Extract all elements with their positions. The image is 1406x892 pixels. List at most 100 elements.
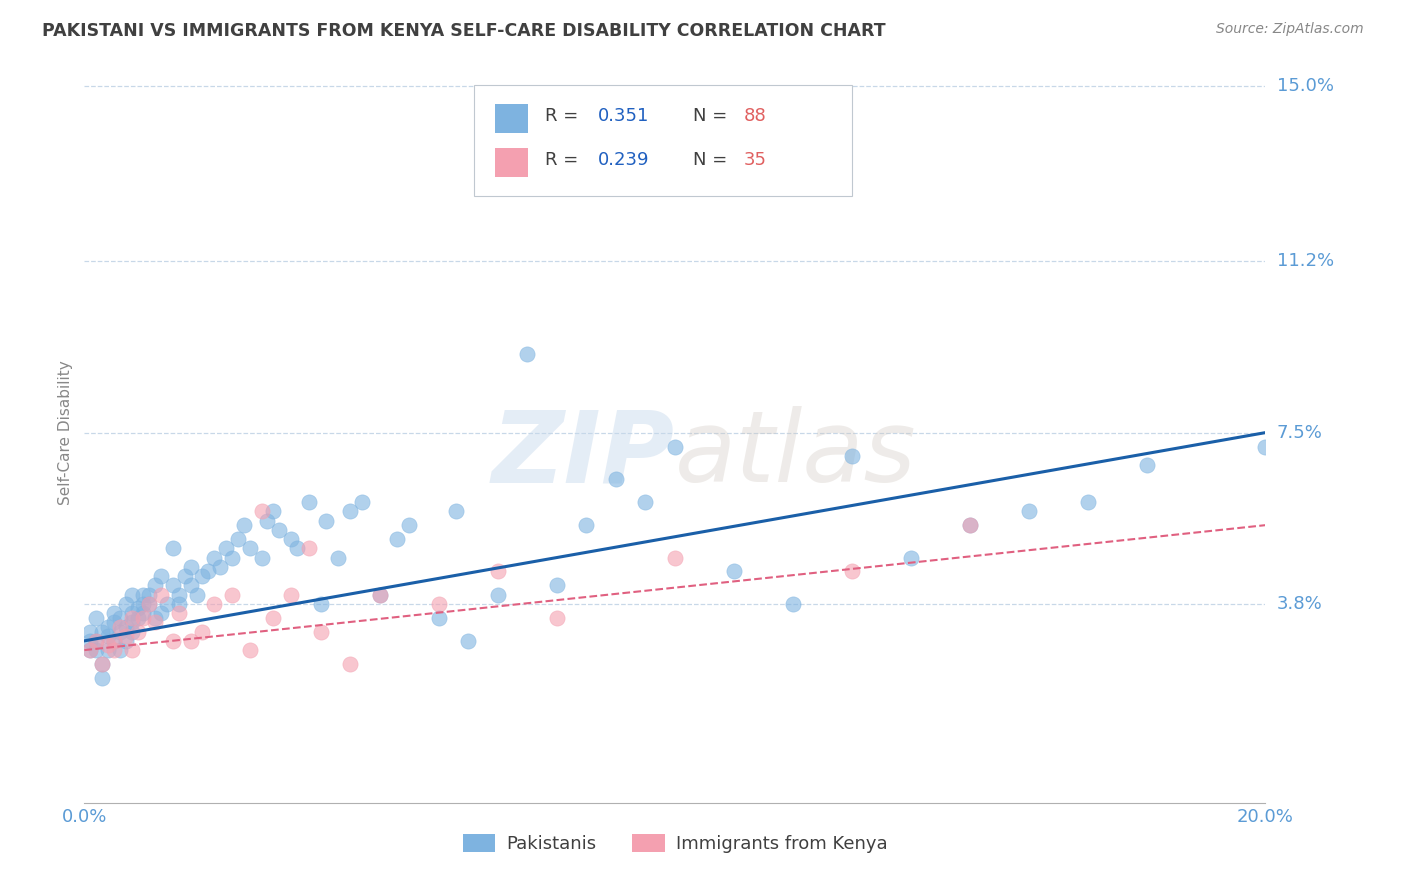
Y-axis label: Self-Care Disability: Self-Care Disability (58, 360, 73, 505)
Point (959, 518, 981, 533)
Point (132, 597, 155, 611)
Point (250, 550, 273, 565)
Point (427, 610, 450, 624)
Point (634, 495, 657, 509)
Point (339, 504, 361, 518)
Text: N =: N = (693, 151, 733, 169)
Point (91, 671, 114, 685)
Point (121, 588, 143, 602)
Point (239, 541, 262, 556)
Point (84, 633, 107, 648)
Point (226, 532, 249, 546)
Point (127, 601, 149, 615)
Point (309, 597, 332, 611)
Text: N =: N = (693, 107, 733, 125)
Point (79, 633, 101, 648)
Point (575, 518, 598, 533)
Text: PAKISTANI VS IMMIGRANTS FROM KENYA SELF-CARE DISABILITY CORRELATION CHART: PAKISTANI VS IMMIGRANTS FROM KENYA SELF-… (42, 22, 886, 40)
Point (350, 495, 373, 509)
Point (664, 440, 686, 454)
Point (108, 620, 131, 634)
Point (664, 550, 686, 565)
Point (841, 449, 863, 463)
Point (900, 550, 922, 565)
Point (97, 639, 120, 653)
Point (1254, 440, 1277, 454)
Text: Source: ZipAtlas.com: Source: ZipAtlas.com (1216, 22, 1364, 37)
Point (209, 559, 232, 574)
Point (262, 610, 284, 624)
Text: 3.8%: 3.8% (1277, 595, 1322, 613)
Point (150, 606, 173, 620)
Point (84, 610, 107, 624)
Point (138, 597, 160, 611)
Point (114, 597, 136, 611)
Text: 15.0%: 15.0% (1277, 77, 1333, 95)
Point (250, 504, 273, 518)
Point (1077, 495, 1099, 509)
Bar (495, 148, 529, 178)
Point (239, 643, 262, 657)
Point (1136, 458, 1159, 472)
Point (315, 514, 337, 528)
Point (309, 624, 332, 639)
Point (221, 550, 243, 565)
Bar (495, 103, 529, 133)
Point (782, 597, 804, 611)
Point (121, 643, 143, 657)
Point (197, 565, 219, 579)
Text: atlas: atlas (675, 407, 917, 503)
Point (79, 624, 101, 639)
Text: 35: 35 (744, 151, 766, 169)
Point (103, 633, 125, 648)
Point (262, 504, 284, 518)
Point (150, 569, 173, 583)
Point (121, 606, 143, 620)
Point (103, 643, 125, 657)
Point (108, 624, 131, 639)
Point (180, 633, 202, 648)
Point (546, 610, 568, 624)
Point (162, 633, 184, 648)
Point (103, 615, 125, 630)
Point (605, 472, 627, 486)
Point (285, 541, 308, 556)
Point (132, 610, 155, 624)
Point (215, 541, 238, 556)
Point (180, 559, 202, 574)
Point (91, 624, 114, 639)
Text: ZIP: ZIP (492, 407, 675, 503)
Point (202, 597, 225, 611)
Point (121, 610, 143, 624)
Point (546, 578, 568, 592)
Point (202, 550, 225, 565)
Point (143, 610, 166, 624)
Point (280, 532, 302, 546)
Point (427, 597, 450, 611)
Point (186, 588, 208, 602)
Point (127, 610, 149, 624)
Text: 0.239: 0.239 (598, 151, 650, 169)
Point (127, 624, 149, 639)
Point (97, 643, 120, 657)
Point (143, 615, 166, 630)
Point (91, 657, 114, 671)
Point (387, 532, 409, 546)
Point (91, 657, 114, 671)
Point (79, 643, 101, 657)
Point (486, 565, 509, 579)
Point (97, 620, 120, 634)
Point (162, 578, 184, 592)
Point (723, 565, 745, 579)
Point (114, 633, 136, 648)
Point (486, 588, 509, 602)
Point (191, 569, 214, 583)
Point (328, 550, 350, 565)
Point (339, 657, 361, 671)
Point (173, 569, 195, 583)
Point (368, 588, 391, 602)
Point (457, 633, 479, 648)
Point (298, 541, 321, 556)
Point (232, 518, 254, 533)
Legend: Pakistanis, Immigrants from Kenya: Pakistanis, Immigrants from Kenya (456, 827, 894, 861)
